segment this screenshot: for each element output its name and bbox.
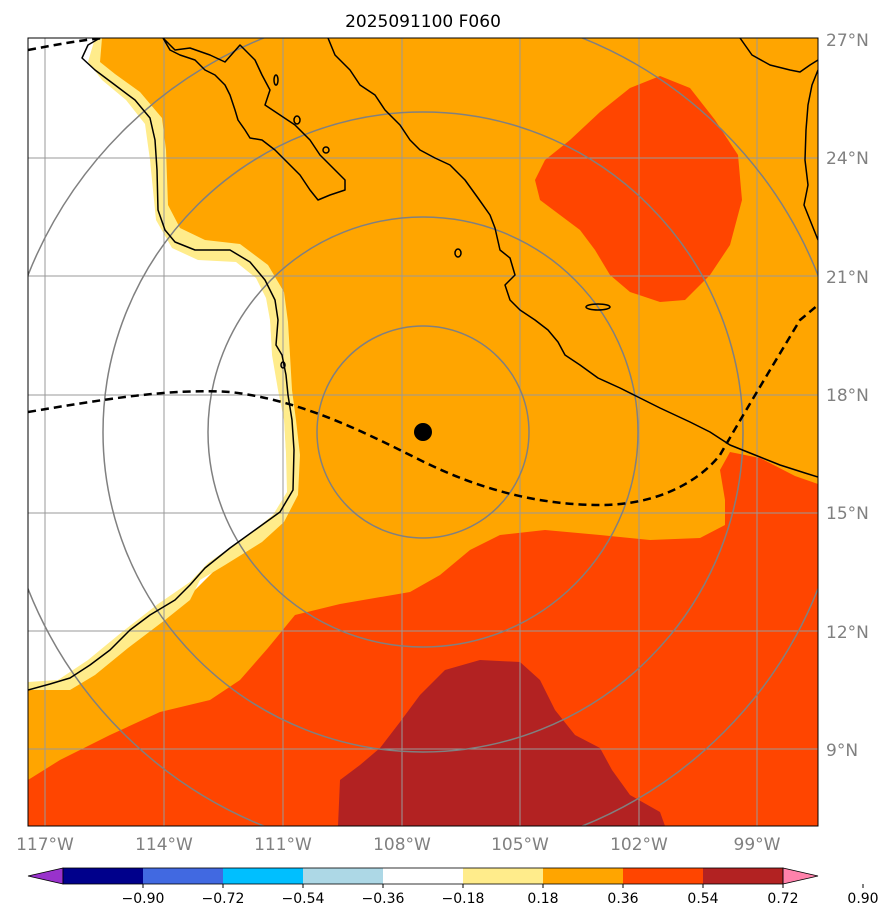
field-darkred (338, 660, 665, 826)
field-red-south (28, 452, 818, 826)
lon-label-99w: 99°W (734, 835, 781, 855)
colorbar-tick-label: 0.90 (847, 891, 878, 907)
range-ring-middle (207, 216, 639, 648)
coastline-mainland (327, 38, 818, 478)
field-white-pocket (28, 38, 286, 678)
lat-label-21n: 21°N (826, 268, 869, 288)
lon-label-105w: 105°W (491, 835, 549, 855)
coastline-gulf (803, 69, 818, 241)
lon-label-102w: 102°W (610, 835, 668, 855)
lon-label-114w: 114°W (135, 835, 193, 855)
map-panel (28, 38, 818, 826)
coastlines (28, 38, 818, 691)
colorbar-swatch (223, 868, 304, 884)
island-islas-marias (454, 248, 462, 258)
range-ring-outer (102, 111, 744, 753)
coastline-ne-corner (739, 38, 818, 73)
colorbar-tick-label: 0.18 (527, 891, 558, 907)
lat-label-15n: 15°N (826, 504, 869, 524)
storm-center-marker (414, 423, 432, 441)
island-revillagigedo (585, 303, 611, 311)
colorbar-tick-label: −0.36 (362, 891, 405, 907)
lon-axis: 117°W 114°W 111°W 108°W 105°W 102°W 99°W (16, 835, 781, 855)
track-lines (28, 38, 818, 507)
colorbar-swatch (63, 868, 144, 884)
colorbar-tick-label: −0.54 (282, 891, 325, 907)
colorbar-swatch (143, 868, 224, 884)
colorbar-tick-label: 0.54 (687, 891, 718, 907)
colorbar-tick-label: −0.72 (202, 891, 245, 907)
lat-axis: 27°N 24°N 21°N 18°N 15°N 12°N 9°N (826, 31, 869, 761)
colorbar-frame (62, 867, 784, 885)
graticule (28, 38, 818, 826)
colorbar-swatch (703, 868, 784, 884)
island-west (280, 361, 286, 369)
island-gulf-3 (273, 74, 279, 86)
colorbar-extend-high (782, 867, 819, 885)
lat-label-9n: 9°N (826, 741, 858, 761)
colorbar-swatch (303, 868, 384, 884)
colorbar-swatch (463, 868, 544, 884)
coastline-baja-west (28, 38, 295, 691)
lat-label-24n: 24°N (826, 149, 869, 169)
island-gulf-1 (293, 115, 301, 125)
colorbar: −0.90 −0.72 −0.54 −0.36 −0.18 0.18 0.36 0.54 0.7… (27, 867, 879, 907)
colorbar-extend-low (27, 867, 64, 885)
map-title: 2025091100 F060 (345, 12, 501, 32)
track-line-main (28, 304, 818, 507)
colorbar-swatch (623, 868, 704, 884)
coastline-baja (162, 38, 346, 201)
lat-label-18n: 18°N (826, 386, 869, 406)
colorbar-swatch (543, 868, 624, 884)
island-gulf-2 (322, 146, 330, 154)
lat-label-12n: 12°N (826, 623, 869, 643)
lon-label-117w: 117°W (16, 835, 74, 855)
lat-label-27n: 27°N (826, 31, 869, 51)
colorbar-tick-label: 0.72 (767, 891, 798, 907)
colorbar-tick-label: 0.36 (607, 891, 638, 907)
colorbar-swatch (383, 868, 464, 884)
track-line-north (28, 38, 106, 52)
lon-label-108w: 108°W (373, 835, 431, 855)
map-frame (27, 37, 819, 827)
range-rings (28, 38, 818, 826)
range-ring-inner (316, 325, 530, 539)
colorbar-tick-label: −0.90 (122, 891, 165, 907)
colorbar-tick-label: −0.18 (442, 891, 485, 907)
lon-label-111w: 111°W (254, 835, 312, 855)
